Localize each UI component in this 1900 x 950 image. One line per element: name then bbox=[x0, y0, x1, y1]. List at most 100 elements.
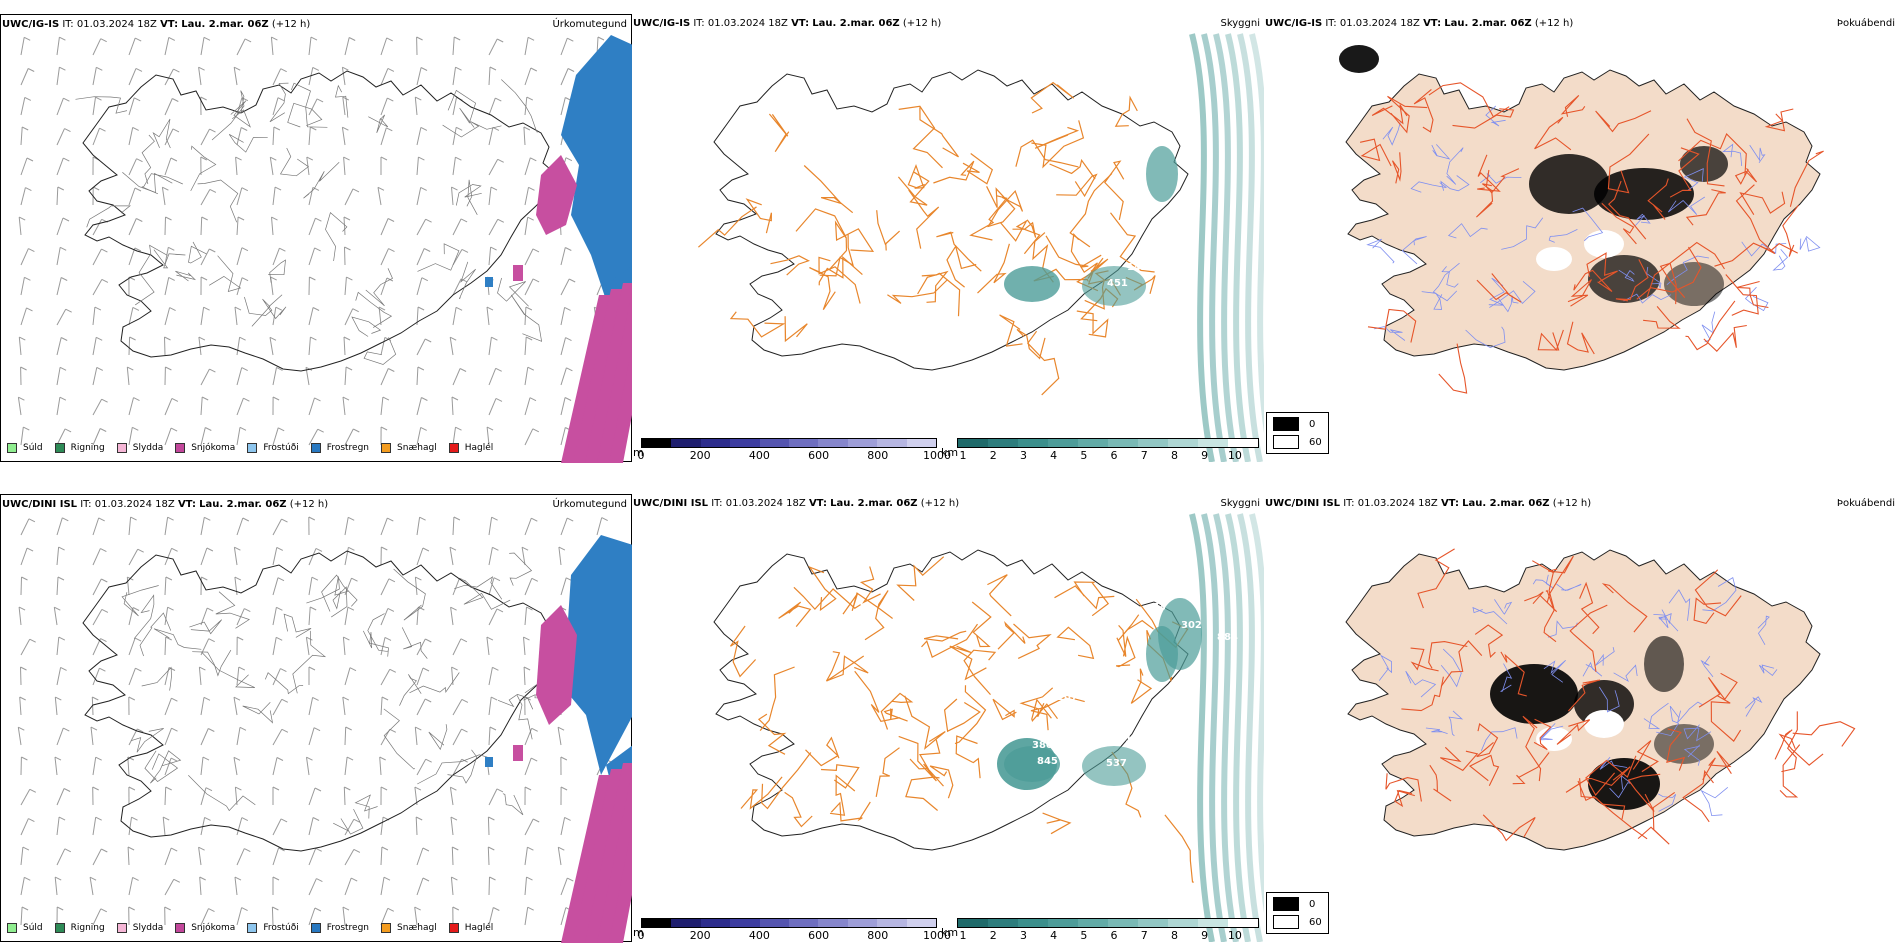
wind-barb bbox=[128, 728, 138, 746]
wind-barb-flag bbox=[100, 908, 108, 913]
wind-barb-flag bbox=[171, 397, 179, 402]
visibility-colorbar: 1 2 3 4 5 6 7 8 9 10 bbox=[957, 918, 1259, 942]
road-segment bbox=[1595, 110, 1652, 133]
wind-barb bbox=[56, 367, 61, 386]
wind-barb bbox=[56, 637, 60, 656]
road-segment bbox=[130, 728, 164, 753]
colorbar-tick-label: 7 bbox=[1140, 449, 1148, 462]
wind-barb-flag bbox=[164, 906, 171, 911]
wind-barb-flag bbox=[58, 636, 66, 641]
wind-barb bbox=[164, 757, 172, 776]
wind-barb-flag bbox=[389, 668, 397, 673]
wind-barb bbox=[452, 516, 455, 536]
wind-barb-flag bbox=[418, 156, 425, 161]
wind-barb-flag bbox=[496, 788, 504, 793]
road-segment bbox=[242, 701, 274, 724]
wind-barb-flag bbox=[244, 848, 251, 853]
wind-barb bbox=[416, 157, 419, 176]
wind-barb-flag bbox=[451, 876, 458, 881]
visibility-panel-top: 142 451 114 UWC/IG-IS IT: 01.03.2024 18Z V… bbox=[632, 14, 1264, 462]
wind-barb-flag bbox=[527, 846, 534, 851]
wind-barb-flag bbox=[56, 906, 64, 911]
low-visibility-area bbox=[1082, 266, 1146, 306]
iceland-outline bbox=[713, 549, 1189, 851]
road-segment bbox=[898, 105, 943, 169]
wind-barb bbox=[524, 757, 532, 776]
wind-barb bbox=[344, 667, 351, 686]
road-segment bbox=[909, 739, 941, 770]
wind-barb-flag bbox=[342, 906, 350, 911]
wind-barb bbox=[524, 336, 527, 356]
wind-barb-flag bbox=[380, 156, 388, 161]
road-segment bbox=[1428, 641, 1468, 669]
wind-barb-flag bbox=[59, 36, 66, 41]
road-segment bbox=[1440, 648, 1462, 688]
colorbar-tick-label: 9 bbox=[1201, 929, 1209, 942]
colorbar-tick-label: 6 bbox=[1110, 449, 1118, 462]
road-segment bbox=[1595, 647, 1615, 666]
wind-barb-flag bbox=[314, 907, 322, 912]
road-segment bbox=[1429, 764, 1452, 802]
road-segment bbox=[977, 243, 1010, 294]
colorbar-cell bbox=[1228, 919, 1258, 927]
wind-barb bbox=[18, 217, 22, 236]
precip-snjokoma-area bbox=[513, 155, 633, 463]
wind-barb bbox=[380, 846, 383, 866]
wind-barb bbox=[20, 847, 24, 866]
road-segment bbox=[1683, 724, 1712, 742]
wind-barb-flag bbox=[564, 397, 572, 401]
wind-barb-flag bbox=[54, 756, 62, 761]
wind-barb-flag bbox=[170, 757, 178, 762]
colorbar-cell bbox=[847, 919, 878, 927]
wind-barb-flag bbox=[234, 306, 242, 311]
wind-barb bbox=[524, 877, 527, 896]
wind-barb-flag bbox=[137, 548, 144, 553]
road-segment bbox=[1500, 651, 1527, 697]
wind-barb bbox=[380, 248, 389, 266]
colorbar-cell bbox=[1108, 439, 1138, 447]
road-segment bbox=[1666, 728, 1686, 771]
road-segment bbox=[1494, 599, 1513, 615]
wind-barb-flag bbox=[271, 216, 278, 221]
wind-barb bbox=[596, 517, 603, 536]
wind-barb-flag bbox=[205, 427, 212, 431]
road-segment bbox=[1115, 635, 1136, 668]
wind-barb bbox=[18, 337, 22, 356]
wind-barb-flag bbox=[57, 186, 65, 191]
wind-barb-flag bbox=[450, 786, 457, 791]
fog-index-area bbox=[1339, 45, 1379, 73]
wind-barb-flag bbox=[455, 126, 463, 131]
wind-barb bbox=[452, 218, 462, 236]
low-visibility-band bbox=[1189, 513, 1264, 942]
wind-barb-flag bbox=[281, 728, 289, 733]
wind-barb bbox=[56, 848, 66, 866]
wind-barb bbox=[416, 67, 422, 86]
wind-barb-flag bbox=[346, 276, 353, 281]
road-segment bbox=[1658, 793, 1677, 812]
wind-barb-flag bbox=[136, 158, 143, 163]
wind-barb-flag bbox=[278, 847, 285, 852]
wind-barb bbox=[200, 607, 208, 626]
wind-barb bbox=[56, 67, 60, 86]
wind-barb-flag bbox=[349, 667, 357, 672]
wind-barb-flag bbox=[170, 847, 178, 852]
wind-barb bbox=[128, 668, 136, 686]
wind-barb-flag bbox=[309, 276, 316, 281]
road-segment bbox=[1401, 676, 1444, 712]
wind-barb bbox=[524, 907, 529, 926]
road-segment bbox=[355, 291, 393, 328]
wind-barb-flag bbox=[90, 726, 98, 731]
wind-barb bbox=[521, 547, 526, 566]
fog-index-area bbox=[1594, 168, 1694, 220]
wind-barb bbox=[92, 817, 97, 836]
road-segment bbox=[1694, 569, 1742, 617]
road-segment bbox=[1543, 589, 1557, 643]
fog-legend-swatch bbox=[1273, 435, 1299, 449]
wind-barb bbox=[92, 668, 100, 686]
road-segment bbox=[1608, 180, 1647, 240]
road-segment bbox=[1686, 118, 1725, 187]
wind-barb-flag bbox=[171, 727, 178, 732]
road-segment bbox=[1701, 311, 1716, 343]
wind-barb-flag bbox=[29, 638, 36, 643]
road-segment bbox=[905, 776, 940, 811]
